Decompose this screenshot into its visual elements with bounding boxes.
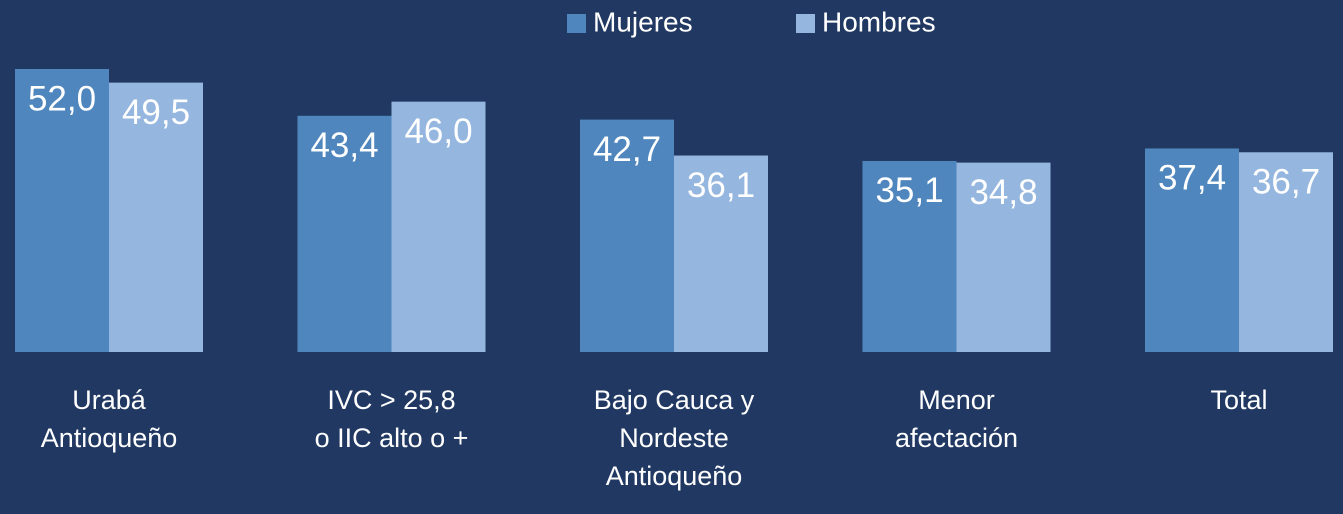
value-label: 36,7 bbox=[1252, 163, 1320, 202]
value-label: 49,5 bbox=[122, 93, 190, 132]
bar bbox=[391, 101, 486, 353]
bar bbox=[109, 82, 203, 352]
bar bbox=[862, 160, 957, 352]
bar bbox=[1145, 148, 1239, 352]
value-label: 42,7 bbox=[593, 130, 661, 169]
bar bbox=[956, 162, 1051, 352]
x-tick-label: Menor afectación bbox=[895, 385, 1018, 453]
x-tick-label: Total bbox=[1210, 385, 1267, 415]
value-label: 34,8 bbox=[969, 173, 1037, 212]
bar bbox=[15, 69, 109, 352]
value-label: 35,1 bbox=[875, 171, 943, 210]
value-label: 52,0 bbox=[28, 79, 96, 118]
value-label: 46,0 bbox=[404, 112, 472, 151]
legend-swatch bbox=[567, 14, 586, 33]
bar bbox=[297, 115, 392, 352]
legend-label: Mujeres bbox=[593, 6, 693, 37]
legend-label: Hombres bbox=[822, 6, 936, 37]
bar bbox=[1239, 152, 1333, 352]
value-label: 37,4 bbox=[1158, 159, 1226, 198]
value-label: 36,1 bbox=[687, 166, 755, 205]
bar bbox=[674, 155, 768, 352]
x-tick-label: Bajo Cauca y Nordeste Antioqueño bbox=[594, 385, 755, 491]
legend-swatch bbox=[796, 14, 815, 33]
x-tick-label: Urabá Antioqueño bbox=[41, 385, 178, 453]
bar bbox=[580, 119, 674, 352]
x-tick-label: IVC > 25,8 o IIC alto o + bbox=[315, 385, 469, 453]
value-label: 43,4 bbox=[310, 126, 378, 165]
